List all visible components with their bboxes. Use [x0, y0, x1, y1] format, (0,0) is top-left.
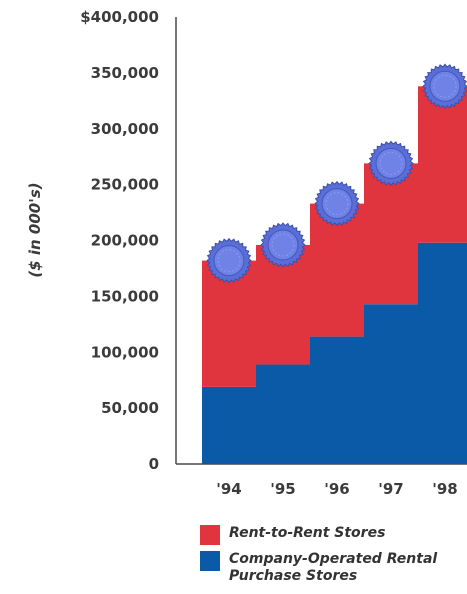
seal-ring [379, 151, 403, 175]
bar-segment-company-operated [256, 364, 310, 464]
legend-item-rent-to-rent: Rent-to-Rent Stores [200, 525, 454, 545]
x-tick-label: '98 [432, 480, 457, 498]
bars-group [202, 86, 467, 464]
seal-badge [422, 63, 467, 110]
legend-swatch-blue [200, 551, 220, 571]
x-tick-label: '97 [378, 480, 403, 498]
seal-badge [314, 180, 360, 227]
bar-segment-company-operated [202, 386, 256, 464]
y-tick-label: $400,000 [80, 8, 159, 26]
y-axis-label: ($ in 000's) [26, 182, 44, 277]
y-tick-label: 150,000 [91, 287, 159, 305]
bar-segment-rent-to-rent [418, 86, 467, 243]
legend-label: Company-Operated Rental Purchase Stores [229, 551, 438, 584]
legend-swatch-red [200, 525, 220, 545]
x-tick-label: '94 [216, 480, 241, 498]
seal-badge [260, 222, 306, 268]
seal-badge [206, 237, 252, 284]
seal-ring [325, 192, 349, 216]
y-tick-label: 50,000 [101, 399, 159, 417]
bar-segment-rent-to-rent [364, 163, 418, 305]
y-tick-label: 200,000 [91, 232, 159, 250]
seal-ring [433, 74, 457, 98]
bar-segment-company-operated [310, 336, 364, 464]
x-tick-label: '95 [270, 480, 295, 498]
legend-label: Rent-to-Rent Stores [229, 525, 386, 541]
seal-badge [368, 140, 414, 187]
bar-segment-company-operated [418, 242, 467, 464]
seal-ring [217, 249, 241, 273]
y-tick-label: 350,000 [91, 64, 159, 82]
x-tick-labels: '94 '95 '96 '97 '98 [216, 480, 457, 498]
seal-ring [271, 233, 295, 257]
bar-segment-company-operated [364, 304, 418, 464]
legend-item-company-operated: Company-Operated Rental Purchase Stores [200, 551, 454, 585]
x-tick-label: '96 [324, 480, 349, 498]
seals-group [206, 63, 467, 284]
bar-chart: 0 50,000 100,000 150,000 200,000 250,000 300,0… [26, 8, 467, 498]
y-tick-labels: 0 50,000 100,000 150,000 200,000 250,000 300,0… [80, 8, 159, 473]
y-tick-label: 250,000 [91, 176, 159, 194]
y-tick-label: 100,000 [91, 343, 159, 361]
y-tick-label: 0 [149, 455, 159, 473]
y-tick-label: 300,000 [91, 120, 159, 138]
legend: Rent-to-Rent Stores Company-Operated Ren… [200, 525, 454, 591]
